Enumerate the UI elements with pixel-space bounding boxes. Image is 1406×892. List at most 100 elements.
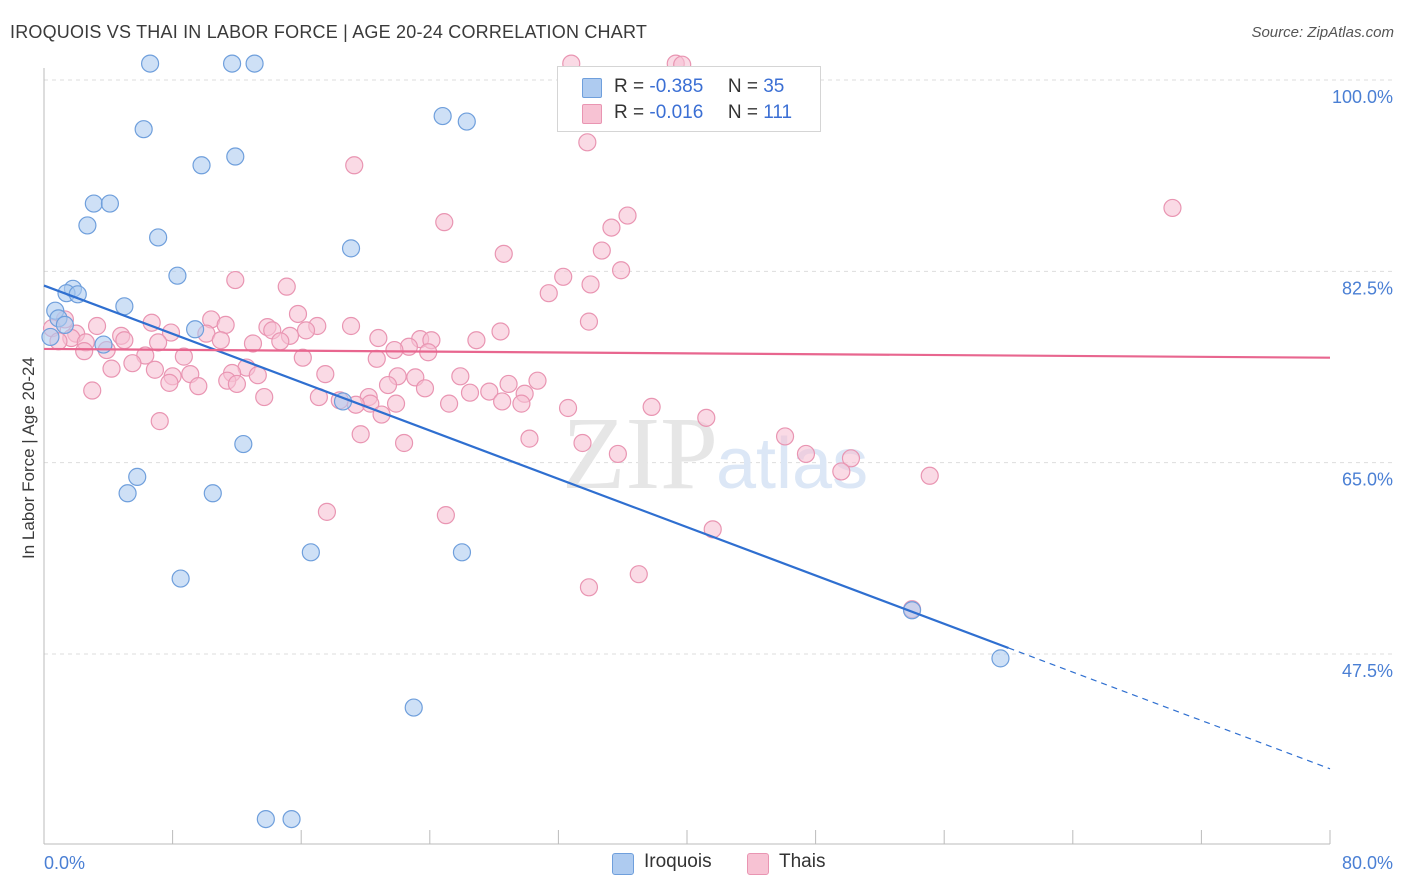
thais-point [123,354,142,373]
iroquois-point [457,112,476,131]
thais-point [578,133,597,152]
thais-point [554,267,573,286]
thais-point [386,394,406,413]
thais-swatch [747,853,769,875]
x-tick-label-left: 0.0% [44,853,85,873]
iroquois-point [140,54,160,73]
thais-point [608,444,627,464]
thais-point [115,331,134,350]
thais-point [579,578,599,597]
iroquois-point [118,484,137,503]
thais-point [345,156,364,175]
thais-point [87,316,107,336]
iroquois-point [100,194,120,213]
iroquois-point [245,54,264,73]
iroquois-point [192,156,211,175]
thais-point [512,394,531,413]
thais-point [796,444,816,464]
thais-point [436,506,455,525]
thais-point [351,425,370,444]
thais-point [494,244,513,263]
thais-point [415,379,435,398]
thais-point [102,359,121,378]
y-tick-label: 65.0% [1342,470,1393,490]
thais-point [499,374,518,394]
thais-point [1163,198,1182,218]
thais-point [145,360,165,379]
thais-point [592,241,611,260]
legend-row-thais: R = -0.016 N = 111 [558,102,820,126]
thais-series [42,54,1182,619]
thais-point [491,322,510,341]
r-label: R = [614,102,645,123]
thais-point [558,398,578,418]
iroquois-point [41,327,60,347]
iroquois-point [115,297,134,316]
iroquois-point [84,194,103,213]
iroquois-point [94,335,113,354]
axes [43,68,1331,845]
iroquois-point [134,120,153,139]
thais-point [316,365,335,384]
legend-label-iroquois: Iroquois [644,851,712,872]
y-tick-label: 100.0% [1332,87,1393,107]
thais-point [369,328,388,348]
iroquois-point [186,320,205,339]
thais-point [243,334,263,353]
thais-point [520,429,539,448]
thais-point [460,383,480,402]
y-axis-label: In Labor Force | Age 20-24 [19,357,38,559]
n-value: 111 [763,102,793,123]
thais-point [271,332,290,351]
x-tick-label-right: 80.0% [1342,853,1393,873]
thais-point [341,316,361,336]
thais-point [174,347,193,366]
iroquois-trend-line [43,284,1009,650]
thais-point [189,377,208,396]
iroquois-point [452,543,472,562]
thais-point [75,342,94,361]
iroquois-point [222,54,242,73]
iroquois-point [128,467,147,486]
thais-point [150,412,169,431]
thais-point [629,565,648,584]
thais-point [83,381,102,400]
thais-point [293,348,312,367]
thais-point [528,371,547,390]
thais-point [216,315,235,335]
thais-point [394,433,414,453]
watermark-zip: ZIP [562,396,718,511]
iroquois-point [341,239,361,258]
correlation-legend: R = -0.385 N = 35 R = -0.016 N = 111 [557,66,821,132]
iroquois-point [55,315,74,335]
iroquois-point [234,434,253,454]
n-label: N = [727,76,758,97]
thais-point [385,340,404,360]
n-value: 35 [763,76,785,97]
iroquois-swatch [582,78,602,98]
thais-point [367,349,386,368]
iroquois-point [226,147,245,166]
thais-point [832,462,851,481]
r-value: -0.016 [649,102,704,123]
iroquois-point [404,698,423,717]
chart-title: IROQUOIS VS THAI IN LABOR FORCE | AGE 20… [10,22,648,42]
thais-point [226,270,245,290]
thais-point [378,375,398,395]
thais-point [296,321,316,340]
y-tick-label: 47.5% [1342,661,1393,681]
thais-point [920,466,939,485]
thais-point [451,367,470,386]
thais-point [277,277,296,296]
thais-point [211,331,230,350]
thais-point [288,304,308,324]
source-label: Source: ZipAtlas.com [1251,24,1394,41]
thais-swatch [582,104,602,124]
thais-point [467,331,486,350]
iroquois-point [902,601,922,620]
iroquois-swatch [612,853,634,875]
thais-point [539,284,558,303]
iroquois-series [41,54,1010,829]
iroquois-point [171,569,190,588]
